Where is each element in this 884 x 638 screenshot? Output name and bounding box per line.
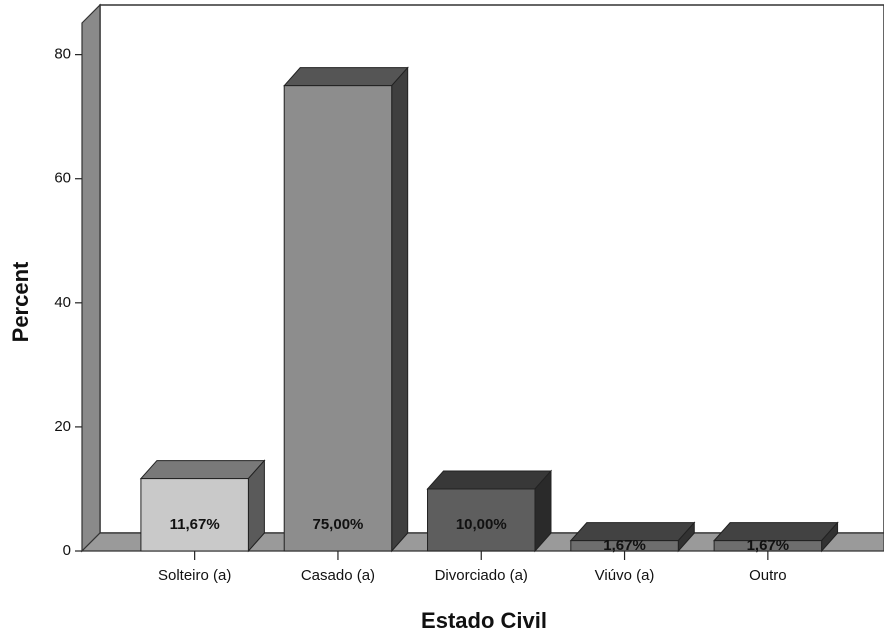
bar-top [139,460,266,480]
bar [570,540,679,552]
value-label: 11,67% [170,516,220,533]
y-tick-label: 40 [54,294,71,311]
back-wall [99,4,884,534]
bar [283,85,393,552]
value-label: 75,00% [313,516,364,533]
value-label: 1,67% [747,537,790,554]
value-label: 10,00% [456,516,507,533]
bar [713,540,823,552]
x-tick-label: Outro [749,567,787,584]
bar-top [426,470,553,490]
bar-top [283,67,409,87]
y-tick-label: 80 [54,46,71,63]
x-tick-label: Viúvo (a) [595,567,655,584]
x-tick-label: Divorciado (a) [435,567,528,584]
side-wall [81,3,101,553]
y-tick-label: 20 [54,418,71,435]
bar-side [391,66,409,553]
bar [427,488,536,552]
x-axis-title: Estado Civil [421,608,547,633]
x-tick-label: Solteiro (a) [158,567,231,584]
y-tick-label: 0 [63,542,71,559]
y-axis-title: Percent [8,261,33,342]
bar [140,478,249,552]
y-tick-label: 60 [54,170,71,187]
value-label: 1,67% [603,537,646,554]
x-tick-label: Casado (a) [301,567,375,584]
